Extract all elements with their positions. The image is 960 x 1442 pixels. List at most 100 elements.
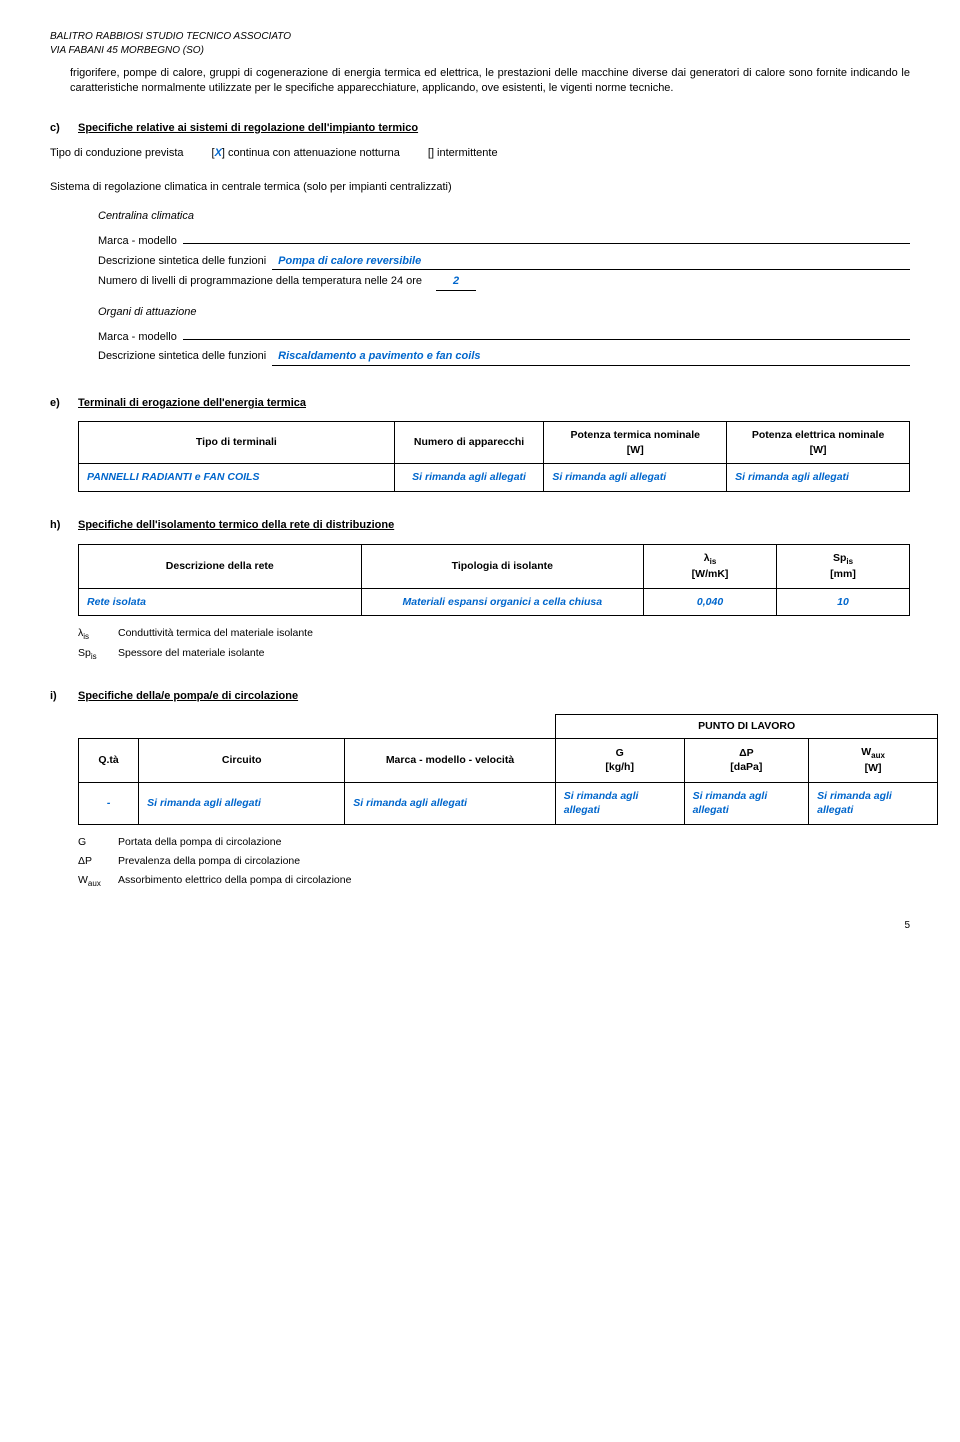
table-row: Rete isolata Materiali espansi organici … bbox=[79, 588, 910, 616]
th-pot-elettrica-label: Potenza elettrica nominale bbox=[752, 429, 884, 441]
legend-lambda: λis Conduttività termica del materiale i… bbox=[78, 626, 910, 642]
td-dp: Si rimanda agli allegati bbox=[684, 782, 809, 824]
th-sp-sub: is bbox=[846, 557, 853, 566]
section-c-heading: c) Specifiche relative ai sistemi di reg… bbox=[50, 121, 910, 136]
td-sp: 10 bbox=[777, 588, 910, 616]
page-number: 5 bbox=[50, 919, 910, 933]
section-h-letter: h) bbox=[50, 518, 78, 533]
legend-waux: Waux Assorbimento elettrico della pompa … bbox=[78, 873, 910, 889]
descr-value-1: Pompa di calore reversibile bbox=[272, 254, 910, 270]
section-e-title: Terminali di erogazione dell'energia ter… bbox=[78, 396, 306, 411]
th-tipo: Tipo di terminali bbox=[79, 422, 395, 464]
descr-funzioni-2: Descrizione sintetica delle funzioni Ris… bbox=[98, 349, 910, 365]
th-pot-termica-unit: [W] bbox=[627, 444, 644, 456]
th-dp-sym: ΔP bbox=[739, 747, 754, 759]
legend-dp: ΔP Prevalenza della pompa di circolazion… bbox=[78, 854, 910, 869]
th-dp: ΔP [daPa] bbox=[684, 738, 809, 782]
section-i-heading: i) Specifiche della/e pompa/e di circola… bbox=[50, 689, 910, 704]
td-circuito: Si rimanda agli allegati bbox=[139, 782, 345, 824]
section-h-heading: h) Specifiche dell'isolamento termico de… bbox=[50, 518, 910, 533]
isolamento-table: Descrizione della rete Tipologia di isol… bbox=[78, 544, 910, 617]
doc-header-line1: BALITRO RABBIOSI STUDIO TECNICO ASSOCIAT… bbox=[50, 30, 910, 44]
th-waux-sym: W bbox=[861, 746, 871, 758]
legend-lambda-txt: Conduttività termica del materiale isola… bbox=[118, 626, 313, 642]
marca-modello-2: Marca - modello bbox=[98, 326, 910, 345]
legend-waux-sub: aux bbox=[88, 879, 101, 888]
th-g-sym: G bbox=[616, 747, 624, 759]
td-tipo: PANNELLI RADIANTI e FAN COILS bbox=[79, 464, 395, 492]
th-lambda-unit: [W/mK] bbox=[692, 568, 729, 580]
th-lambda-sub: is bbox=[710, 557, 717, 566]
th-lambda: λis [W/mK] bbox=[644, 544, 777, 588]
livelli-row: Numero di livelli di programmazione dell… bbox=[98, 274, 910, 290]
terminali-table: Tipo di terminali Numero di apparecchi P… bbox=[78, 421, 910, 492]
table-row: Tipo di terminali Numero di apparecchi P… bbox=[79, 422, 910, 464]
th-pot-elettrica-unit: [W] bbox=[810, 444, 827, 456]
th-sp-unit: [mm] bbox=[830, 568, 856, 580]
th-waux-unit: [W] bbox=[865, 762, 882, 774]
th-descr-rete: Descrizione della rete bbox=[79, 544, 362, 588]
td-pot-termica: Si rimanda agli allegati bbox=[544, 464, 727, 492]
legend-waux-char: W bbox=[78, 874, 88, 886]
th-circuito: Circuito bbox=[139, 738, 345, 782]
marca-modello-1: Marca - modello bbox=[98, 230, 910, 249]
legend-waux-sym: Waux bbox=[78, 873, 118, 889]
legend-waux-txt: Assorbimento elettrico della pompa di ci… bbox=[118, 873, 351, 889]
punto-lavoro-header: PUNTO DI LAVORO bbox=[555, 714, 938, 738]
th-dp-unit: [daPa] bbox=[730, 761, 762, 773]
table-row: PANNELLI RADIANTI e FAN COILS Si rimanda… bbox=[79, 464, 910, 492]
legend-sp-sub: is bbox=[91, 653, 97, 662]
opt-intermittente: [] intermittente bbox=[428, 146, 498, 161]
section-i-title: Specifiche della/e pompa/e di circolazio… bbox=[78, 689, 298, 704]
th-waux: Waux [W] bbox=[809, 738, 938, 782]
pompe-table: Q.tà Circuito Marca - modello - velocità… bbox=[78, 738, 938, 825]
legend-lambda-sub: is bbox=[83, 632, 89, 641]
th-waux-sub: aux bbox=[871, 751, 885, 760]
centralina-subhead: Centralina climatica bbox=[98, 209, 910, 224]
marca-value-1 bbox=[183, 230, 910, 244]
td-lambda: 0,040 bbox=[644, 588, 777, 616]
td-g: Si rimanda agli allegati bbox=[555, 782, 684, 824]
td-tipologia: Materiali espansi organici a cella chius… bbox=[361, 588, 644, 616]
section-e-letter: e) bbox=[50, 396, 78, 411]
descr-value-2: Riscaldamento a pavimento e fan coils bbox=[272, 349, 910, 365]
doc-header-line2: VIA FABANI 45 MORBEGNO (SO) bbox=[50, 44, 910, 58]
opt1-close: ] continua con attenuazione notturna bbox=[222, 147, 400, 159]
th-g: G [kg/h] bbox=[555, 738, 684, 782]
livelli-label: Numero di livelli di programmazione dell… bbox=[98, 274, 422, 289]
th-numero: Numero di apparecchi bbox=[394, 422, 544, 464]
th-sp-sym: Sp bbox=[833, 552, 846, 564]
legend-lambda-sym: λis bbox=[78, 626, 118, 642]
opt-continua: [X] continua con attenuazione notturna bbox=[212, 146, 400, 161]
section-c-letter: c) bbox=[50, 121, 78, 136]
td-qta: - bbox=[79, 782, 139, 824]
opt1-mark: X bbox=[215, 147, 222, 159]
th-g-unit: [kg/h] bbox=[605, 761, 634, 773]
legend-sp-char: Sp bbox=[78, 647, 91, 659]
legend-sp-sym: Spis bbox=[78, 646, 118, 662]
legend-sp: Spis Spessore del materiale isolante bbox=[78, 646, 910, 662]
th-pot-termica: Potenza termica nominale [W] bbox=[544, 422, 727, 464]
descr-funzioni-1: Descrizione sintetica delle funzioni Pom… bbox=[98, 254, 910, 270]
legend-g-txt: Portata della pompa di circolazione bbox=[118, 835, 281, 850]
marca-label-2: Marca - modello bbox=[98, 330, 177, 345]
table-row: Q.tà Circuito Marca - modello - velocità… bbox=[79, 738, 938, 782]
td-marca: Si rimanda agli allegati bbox=[345, 782, 555, 824]
legend-g: G Portata della pompa di circolazione bbox=[78, 835, 910, 850]
descr-label-2: Descrizione sintetica delle funzioni bbox=[98, 349, 266, 364]
th-marca-modello-velocita: Marca - modello - velocità bbox=[345, 738, 555, 782]
td-descr-rete: Rete isolata bbox=[79, 588, 362, 616]
marca-label-1: Marca - modello bbox=[98, 234, 177, 249]
descr-label-1: Descrizione sintetica delle funzioni bbox=[98, 254, 266, 269]
tipo-label: Tipo di conduzione prevista bbox=[50, 146, 184, 161]
legend-dp-sym: ΔP bbox=[78, 854, 118, 869]
td-waux: Si rimanda agli allegati bbox=[809, 782, 938, 824]
legend-dp-txt: Prevalenza della pompa di circolazione bbox=[118, 854, 300, 869]
intro-paragraph: frigorifere, pompe di calore, gruppi di … bbox=[70, 66, 910, 97]
td-pot-elettrica: Si rimanda agli allegati bbox=[727, 464, 910, 492]
th-pot-elettrica: Potenza elettrica nominale [W] bbox=[727, 422, 910, 464]
organi-subhead: Organi di attuazione bbox=[98, 305, 910, 320]
th-qta: Q.tà bbox=[79, 738, 139, 782]
marca-value-2 bbox=[183, 326, 910, 340]
livelli-value: 2 bbox=[436, 274, 476, 290]
